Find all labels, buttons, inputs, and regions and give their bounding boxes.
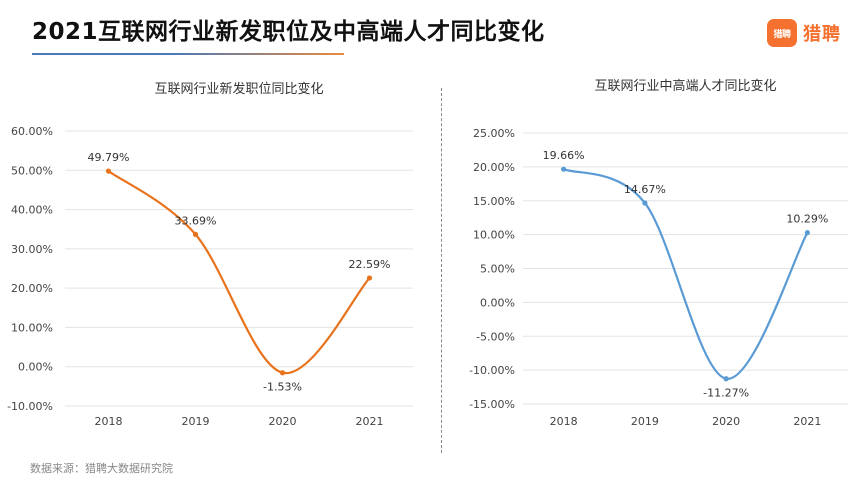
chart-title: 互联网行业中高端人才同比变化 bbox=[594, 78, 776, 94]
liepin-logo-icon: 猎聘 bbox=[767, 19, 797, 47]
data-label: 33.69% bbox=[175, 214, 217, 227]
x-tick-label: 2019 bbox=[631, 415, 659, 428]
data-point bbox=[279, 370, 286, 376]
y-tick-label: 0.00% bbox=[18, 361, 53, 374]
data-point bbox=[105, 168, 112, 174]
logo-text: 猎聘 bbox=[803, 24, 841, 45]
chart-divider bbox=[441, 88, 442, 453]
y-tick-label: 60.00% bbox=[11, 125, 53, 138]
data-label: -11.27% bbox=[703, 387, 749, 400]
y-tick-label: 30.00% bbox=[11, 243, 53, 256]
y-tick-label: 40.00% bbox=[11, 204, 53, 217]
data-point bbox=[642, 200, 648, 206]
y-tick-label: -10.00% bbox=[7, 400, 53, 413]
job-postings-chart: 互联网行业新发职位同比变化 -10.00% 0.00% 10.00% 20.00% 30.… bbox=[7, 81, 413, 428]
data-point bbox=[804, 230, 810, 236]
x-tick-label: 2018 bbox=[550, 415, 578, 428]
x-tick-label: 2019 bbox=[182, 415, 210, 428]
senior-talent-chart: 互联网行业中高端人才同比变化 -15.00% -10.00% -5.00% 0.00% 5… bbox=[469, 78, 848, 428]
chart-title: 互联网行业新发职位同比变化 bbox=[154, 81, 323, 97]
series-line bbox=[107, 170, 371, 374]
data-label: 19.66% bbox=[543, 149, 585, 162]
liepin-logo: 猎聘 猎聘 bbox=[767, 17, 841, 49]
data-label: 14.67% bbox=[624, 183, 666, 196]
data-point bbox=[561, 166, 567, 172]
y-tick-label: 25.00% bbox=[473, 127, 515, 140]
y-tick-label: 20.00% bbox=[11, 282, 53, 295]
x-tick-label: 2018 bbox=[95, 415, 123, 428]
data-point bbox=[192, 231, 199, 237]
title-underline bbox=[32, 53, 344, 55]
y-tick-label: -15.00% bbox=[469, 398, 515, 411]
x-tick-label: 2021 bbox=[356, 415, 384, 428]
x-tick-label: 2021 bbox=[793, 415, 821, 428]
y-tick-label: 10.00% bbox=[11, 321, 53, 334]
data-label: 10.29% bbox=[786, 213, 828, 226]
y-tick-label: 15.00% bbox=[473, 195, 515, 208]
series-line bbox=[562, 168, 809, 380]
y-tick-label: -5.00% bbox=[476, 330, 515, 343]
y-tick-label: 10.00% bbox=[473, 229, 515, 242]
y-tick-label: 0.00% bbox=[480, 296, 515, 309]
y-tick-label: 5.00% bbox=[480, 263, 515, 276]
x-tick-label: 2020 bbox=[269, 415, 297, 428]
y-tick-label: 50.00% bbox=[11, 164, 53, 177]
y-tick-label: 20.00% bbox=[473, 161, 515, 174]
data-label: 22.59% bbox=[349, 258, 391, 271]
data-source-note: 数据来源：猎聘大数据研究院 bbox=[30, 462, 173, 475]
y-tick-label: -10.00% bbox=[469, 364, 515, 377]
data-label: -1.53% bbox=[263, 381, 302, 394]
data-point bbox=[366, 275, 373, 281]
data-label: 49.79% bbox=[88, 151, 130, 164]
page-title: 2021互联网行业新发职位及中高端人才同比变化 bbox=[32, 19, 545, 45]
x-tick-label: 2020 bbox=[712, 415, 740, 428]
data-point bbox=[723, 376, 729, 382]
